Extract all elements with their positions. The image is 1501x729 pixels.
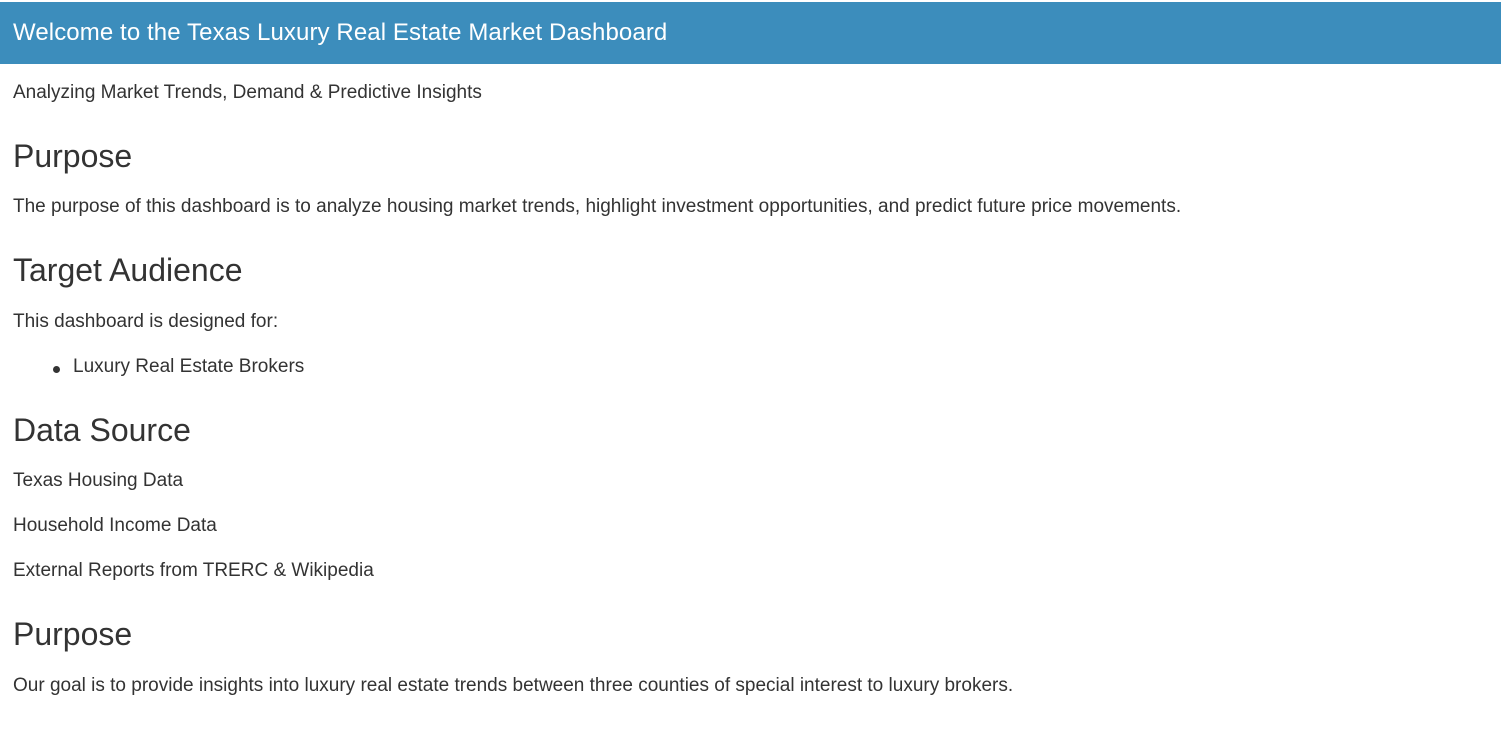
data-source-item: Household Income Data	[13, 515, 217, 536]
target-audience-heading: Target Audience	[13, 252, 243, 288]
purpose-text: The purpose of this dashboard is to anal…	[13, 196, 1182, 217]
goal-heading: Purpose	[13, 616, 133, 652]
data-source-item: External Reports from TRERC & Wikipedia	[13, 560, 374, 581]
goal-text: Our goal is to provide insights into lux…	[13, 675, 1014, 696]
target-audience-list: Luxury Real Estate Brokers	[13, 356, 304, 378]
page-title: Welcome to the Texas Luxury Real Estate …	[13, 19, 668, 46]
audience-item-label: Luxury Real Estate Brokers	[73, 356, 305, 377]
header-bar: Welcome to the Texas Luxury Real Estate …	[0, 2, 1501, 64]
data-source-heading: Data Source	[13, 412, 191, 448]
page-subtitle: Analyzing Market Trends, Demand & Predic…	[13, 82, 482, 103]
data-source-item: Texas Housing Data	[13, 470, 184, 491]
target-audience-intro: This dashboard is designed for:	[13, 311, 279, 332]
purpose-heading: Purpose	[13, 138, 133, 174]
bullet-icon	[53, 366, 60, 373]
list-item: Luxury Real Estate Brokers	[53, 356, 305, 378]
